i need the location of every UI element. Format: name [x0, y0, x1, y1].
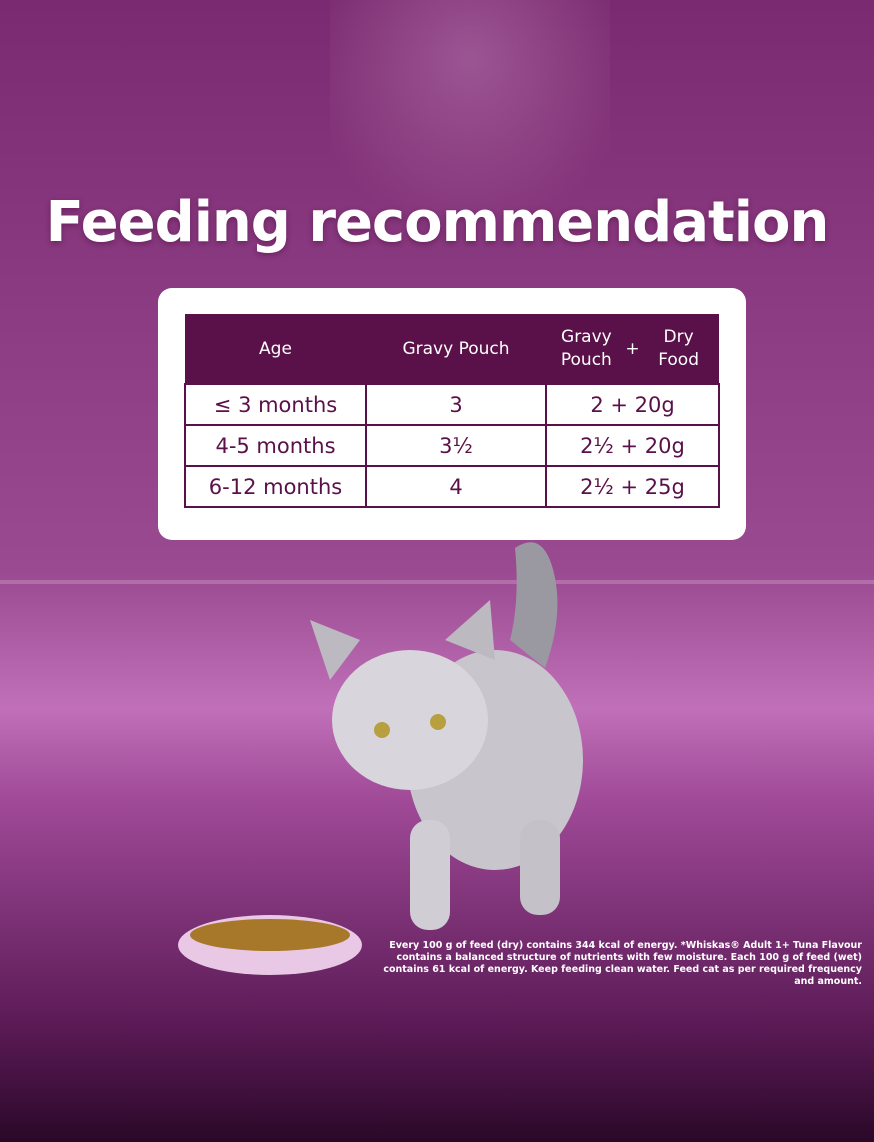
title: Feeding recommendation: [45, 190, 830, 255]
header-cell: Age: [185, 314, 366, 384]
table-row: 6-12 months 4 2½ + 25g: [184, 465, 720, 508]
kitten: [310, 542, 583, 930]
header-part: Gravy Pouch: [560, 326, 612, 370]
table-row: 4-5 months 3½ 2½ + 20g: [184, 424, 720, 467]
table-cell: 4-5 months: [184, 424, 367, 467]
table-cell: 2½ + 20g: [545, 424, 720, 467]
table-cell: 4: [365, 465, 547, 508]
header-row: Age Gravy Pouch Gravy Pouch + Dry Food: [185, 314, 719, 384]
header-part: Dry Food: [658, 326, 699, 370]
header-cell: Gravy Pouch: [366, 314, 546, 384]
header-cell: Gravy Pouch + Dry Food: [546, 314, 719, 384]
table-cell: 3: [365, 383, 547, 426]
table-card: Age Gravy Pouch Gravy Pouch + Dry Food ≤…: [158, 288, 746, 540]
food-bowl: [178, 915, 362, 975]
table-row: ≤ 3 months 3 2 + 20g: [184, 383, 720, 426]
header-joiner: +: [625, 338, 640, 359]
table-cell: 2 + 20g: [545, 383, 720, 426]
table-body: ≤ 3 months 3 2 + 20g 4-5 months 3½ 2½ + 20g 6-…: [184, 383, 720, 508]
table-cell: 6-12 months: [184, 465, 367, 508]
footnote: Every 100 g of feed (dry) contains 344 k…: [383, 940, 862, 987]
table-cell: ≤ 3 months: [184, 383, 367, 426]
floor-edge: [0, 580, 874, 584]
table-cell: 3½: [365, 424, 547, 467]
window-glow: [330, 0, 610, 290]
feeding-table: Age Gravy Pouch Gravy Pouch + Dry Food ≤…: [184, 314, 720, 508]
table-cell: 2½ + 25g: [545, 465, 720, 508]
